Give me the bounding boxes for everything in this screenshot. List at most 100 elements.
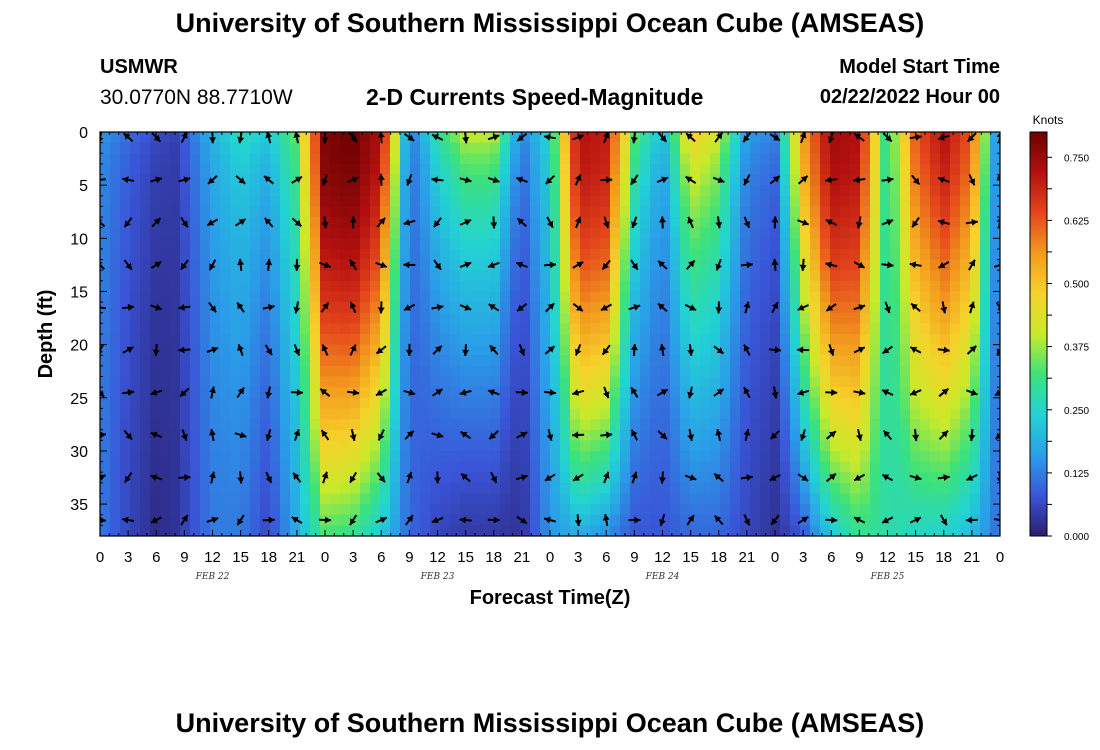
heatmap-cell [440, 525, 451, 536]
heatmap-cell [450, 355, 461, 367]
heatmap-cell [750, 248, 761, 261]
heatmap-cell [300, 334, 311, 346]
heatmap-cell [270, 227, 281, 239]
heatmap-cell [160, 259, 171, 271]
heatmap-cell [850, 238, 861, 250]
heatmap-cell [320, 153, 331, 165]
heatmap-cell [660, 302, 671, 314]
heatmap-cell [410, 248, 421, 261]
heatmap-cell [700, 376, 711, 388]
heatmap-cell [480, 440, 491, 452]
heatmap-cell [390, 185, 401, 197]
heatmap-cell [120, 493, 131, 505]
heatmap-cell [620, 387, 631, 399]
heatmap-cell [200, 302, 211, 314]
heatmap-cell [270, 355, 281, 367]
heatmap-cell [360, 227, 371, 239]
heatmap-cell [770, 153, 781, 165]
heatmap-cell [340, 185, 351, 197]
heatmap-cell [370, 440, 381, 452]
heatmap-cell [690, 227, 701, 239]
heatmap-cell [580, 493, 591, 505]
heatmap-cell [470, 163, 481, 176]
heatmap-cell [520, 280, 531, 293]
heatmap-cell [140, 419, 151, 431]
heatmap-cell [590, 259, 601, 271]
heatmap-cell [440, 259, 451, 271]
heatmap-cell [330, 461, 341, 473]
heatmap-cell [550, 461, 561, 473]
y-tick-label: 35 [70, 497, 88, 514]
heatmap-cell [690, 514, 701, 526]
heatmap-cell [870, 270, 881, 282]
heatmap-cell [940, 461, 951, 473]
current-arrow [375, 516, 388, 524]
heatmap-cell [400, 174, 411, 186]
heatmap-cell [280, 429, 291, 441]
heatmap-cell [920, 482, 931, 495]
heatmap-cell [330, 174, 341, 186]
heatmap-cell [370, 206, 381, 218]
heatmap-cell [270, 440, 281, 452]
heatmap-cell [640, 206, 651, 218]
heatmap-cell [170, 195, 181, 208]
heatmap-cell [860, 461, 871, 473]
current-arrow [572, 389, 585, 396]
heatmap-cell [730, 493, 741, 505]
heatmap-cell [940, 334, 951, 346]
heatmap-cell [250, 482, 261, 495]
heatmap-cell [800, 185, 811, 197]
heatmap-cell [790, 408, 801, 420]
heatmap-cell [710, 504, 721, 516]
heatmap-cell [790, 504, 801, 516]
current-arrow [209, 386, 216, 399]
heatmap-cell [670, 419, 681, 431]
heatmap-cell [460, 504, 471, 516]
heatmap-cell [160, 132, 171, 144]
current-arrow [459, 389, 472, 396]
heatmap-cell [180, 450, 191, 463]
current-arrow [122, 346, 134, 354]
heatmap-cell [230, 174, 241, 186]
heatmap-cell [210, 525, 221, 536]
heatmap-cell [460, 450, 471, 463]
heatmap-cell [730, 238, 741, 250]
heatmap-cell [930, 376, 941, 388]
current-arrow [181, 429, 188, 441]
heatmap-cell [390, 450, 401, 463]
heatmap-cell [400, 365, 411, 378]
heatmap-cell [590, 195, 601, 208]
heatmap-cell [640, 429, 651, 441]
heatmap-cell [610, 280, 621, 293]
heatmap-cell [740, 482, 751, 495]
heatmap-cell [550, 238, 561, 250]
heatmap-cell [460, 461, 471, 473]
heatmap-cell [490, 334, 501, 346]
heatmap-cell [790, 291, 801, 303]
heatmap-cell [990, 504, 1000, 516]
heatmap-cell [470, 525, 481, 536]
heatmap-cell [170, 419, 181, 431]
heatmap-cell [530, 514, 541, 526]
current-arrow [459, 516, 472, 524]
heatmap-cell [570, 504, 581, 516]
heatmap-cell [290, 195, 301, 208]
heatmap-cell [400, 387, 411, 399]
heatmap-cell [440, 185, 451, 197]
heatmap-cell [570, 482, 581, 495]
heatmap-cell [730, 450, 741, 463]
heatmap-cell [910, 238, 921, 250]
heatmap-cell [790, 185, 801, 197]
heatmap-cell [900, 365, 911, 378]
heatmap-cell [510, 461, 521, 473]
heatmap-cell [850, 344, 861, 356]
heatmap-cell [970, 206, 981, 218]
heatmap-cell [900, 153, 911, 165]
heatmap-cell [210, 419, 221, 431]
heatmap-cell [460, 142, 471, 154]
heatmap-cell [180, 482, 191, 495]
heatmap-cell [840, 429, 851, 441]
current-arrow [208, 259, 217, 271]
heatmap-cell [870, 493, 881, 505]
heatmap-cell [690, 387, 701, 399]
